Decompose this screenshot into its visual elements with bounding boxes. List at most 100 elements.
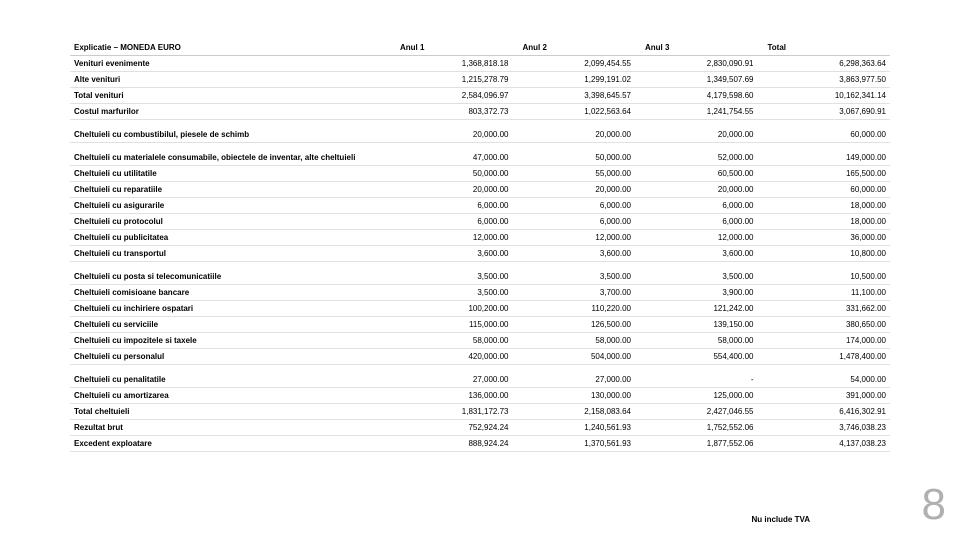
row-anul3: 2,427,046.55	[635, 404, 758, 420]
row-anul3: 4,179,598.60	[635, 88, 758, 104]
row-anul3: 58,000.00	[635, 333, 758, 349]
table-row: Cheltuieli cu personalul420,000.00504,00…	[70, 349, 890, 365]
row-total: 3,863,977.50	[758, 72, 891, 88]
col-header-explicatie: Explicatie – MONEDA EURO	[70, 40, 390, 56]
row-anul2: 1,370,561.93	[513, 436, 636, 452]
row-anul2: 110,220.00	[513, 301, 636, 317]
row-label: Cheltuieli cu serviciile	[70, 317, 390, 333]
table-row: Cheltuieli cu utilitatile50,000.0055,000…	[70, 166, 890, 182]
row-label: Cheltuieli cu inchiriere ospatari	[70, 301, 390, 317]
row-anul3: 1,752,552.06	[635, 420, 758, 436]
row-anul3: 20,000.00	[635, 182, 758, 198]
row-label: Cheltuieli cu personalul	[70, 349, 390, 365]
row-anul3: 6,000.00	[635, 214, 758, 230]
row-anul1: 3,500.00	[390, 262, 513, 285]
row-total: 174,000.00	[758, 333, 891, 349]
row-total: 149,000.00	[758, 143, 891, 166]
row-label: Rezultat brut	[70, 420, 390, 436]
row-label: Alte venituri	[70, 72, 390, 88]
row-label: Cheltuieli cu reparatiile	[70, 182, 390, 198]
row-label: Cheltuieli cu transportul	[70, 246, 390, 262]
row-anul2: 126,500.00	[513, 317, 636, 333]
table-row: Cheltuieli comisioane bancare3,500.003,7…	[70, 285, 890, 301]
row-anul1: 115,000.00	[390, 317, 513, 333]
row-anul1: 27,000.00	[390, 365, 513, 388]
row-anul2: 2,099,454.55	[513, 56, 636, 72]
row-label: Total cheltuieli	[70, 404, 390, 420]
table-header-row: Explicatie – MONEDA EURO Anul 1 Anul 2 A…	[70, 40, 890, 56]
row-anul1: 1,368,818.18	[390, 56, 513, 72]
financial-table: Explicatie – MONEDA EURO Anul 1 Anul 2 A…	[70, 40, 890, 452]
row-anul3: 125,000.00	[635, 388, 758, 404]
row-anul1: 58,000.00	[390, 333, 513, 349]
row-label: Total venituri	[70, 88, 390, 104]
table-row: Costul marfurilor803,372.731,022,563.641…	[70, 104, 890, 120]
row-anul2: 6,000.00	[513, 198, 636, 214]
col-header-anul2: Anul 2	[513, 40, 636, 56]
row-anul2: 20,000.00	[513, 120, 636, 143]
row-anul1: 47,000.00	[390, 143, 513, 166]
row-anul3: -	[635, 365, 758, 388]
row-anul3: 139,150.00	[635, 317, 758, 333]
row-anul3: 52,000.00	[635, 143, 758, 166]
row-label: Cheltuieli cu publicitatea	[70, 230, 390, 246]
row-anul3: 3,900.00	[635, 285, 758, 301]
row-anul1: 50,000.00	[390, 166, 513, 182]
table-row: Cheltuieli cu posta si telecomunicatiile…	[70, 262, 890, 285]
row-anul2: 3,398,645.57	[513, 88, 636, 104]
row-anul1: 20,000.00	[390, 120, 513, 143]
table-row: Cheltuieli cu reparatiile 20,000.0020,000…	[70, 182, 890, 198]
row-anul3: 1,877,552.06	[635, 436, 758, 452]
row-anul2: 3,700.00	[513, 285, 636, 301]
row-anul2: 2,158,083.64	[513, 404, 636, 420]
footnote-text: Nu include TVA	[751, 515, 810, 524]
row-anul1: 6,000.00	[390, 214, 513, 230]
row-label: Cheltuieli cu amortizarea	[70, 388, 390, 404]
col-header-anul3: Anul 3	[635, 40, 758, 56]
row-anul3: 121,242.00	[635, 301, 758, 317]
table-row: Venituri evenimente1,368,818.182,099,454…	[70, 56, 890, 72]
row-total: 3,746,038.23	[758, 420, 891, 436]
row-anul1: 100,200.00	[390, 301, 513, 317]
row-anul2: 20,000.00	[513, 182, 636, 198]
row-anul1: 3,600.00	[390, 246, 513, 262]
row-total: 380,650.00	[758, 317, 891, 333]
row-anul1: 888,924.24	[390, 436, 513, 452]
row-anul3: 20,000.00	[635, 120, 758, 143]
row-anul2: 3,600.00	[513, 246, 636, 262]
row-label: Cheltuieli cu impozitele si taxele	[70, 333, 390, 349]
row-total: 60,000.00	[758, 182, 891, 198]
row-label: Cheltuieli cu utilitatile	[70, 166, 390, 182]
row-anul3: 2,830,090.91	[635, 56, 758, 72]
row-label: Excedent exploatare	[70, 436, 390, 452]
row-anul2: 130,000.00	[513, 388, 636, 404]
row-total: 391,000.00	[758, 388, 891, 404]
row-anul2: 58,000.00	[513, 333, 636, 349]
row-total: 36,000.00	[758, 230, 891, 246]
row-total: 54,000.00	[758, 365, 891, 388]
table-row: Rezultat brut752,924.241,240,561.931,752…	[70, 420, 890, 436]
table-row: Cheltuieli cu publicitatea12,000.0012,00…	[70, 230, 890, 246]
table-row: Cheltuieli cu inchiriere ospatari100,200…	[70, 301, 890, 317]
row-anul1: 1,831,172.73	[390, 404, 513, 420]
row-total: 165,500.00	[758, 166, 891, 182]
row-total: 3,067,690.91	[758, 104, 891, 120]
row-anul3: 3,600.00	[635, 246, 758, 262]
row-anul2: 27,000.00	[513, 365, 636, 388]
row-total: 11,100.00	[758, 285, 891, 301]
row-total: 4,137,038.23	[758, 436, 891, 452]
row-anul1: 420,000.00	[390, 349, 513, 365]
row-anul2: 3,500.00	[513, 262, 636, 285]
row-label: Cheltuieli comisioane bancare	[70, 285, 390, 301]
row-anul1: 1,215,278.79	[390, 72, 513, 88]
row-anul3: 1,241,754.55	[635, 104, 758, 120]
row-anul2: 1,022,563.64	[513, 104, 636, 120]
table-row: Cheltuieli cu penalitatile27,000.0027,00…	[70, 365, 890, 388]
row-anul1: 752,924.24	[390, 420, 513, 436]
row-total: 60,000.00	[758, 120, 891, 143]
row-label: Cheltuieli cu protocolul	[70, 214, 390, 230]
row-total: 18,000.00	[758, 198, 891, 214]
col-header-total: Total	[758, 40, 891, 56]
row-anul2: 1,240,561.93	[513, 420, 636, 436]
financial-table-wrap: Explicatie – MONEDA EURO Anul 1 Anul 2 A…	[70, 40, 890, 452]
